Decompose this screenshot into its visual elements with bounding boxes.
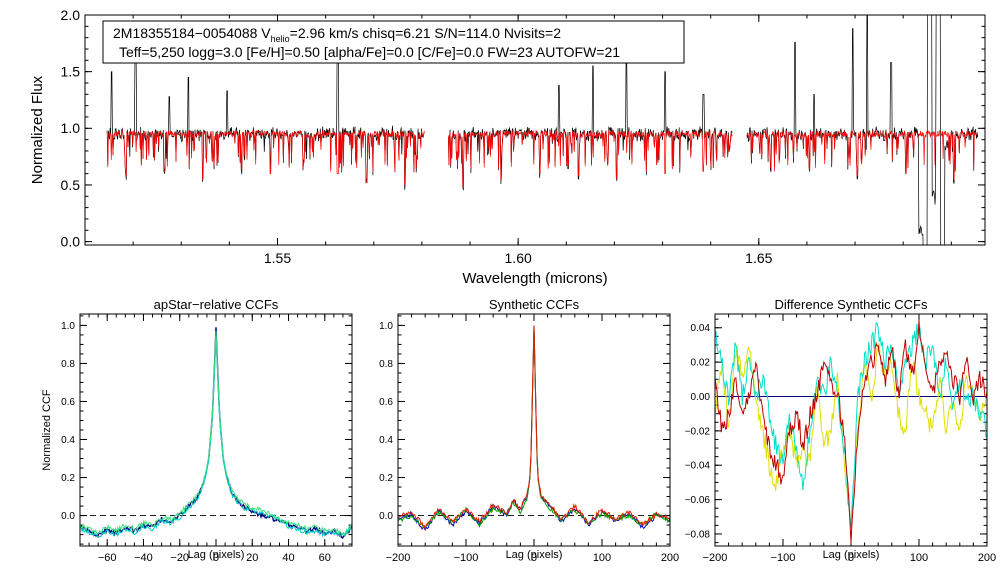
spectrum-lines xyxy=(106,15,979,245)
info-box: 2M18355184−0054088 Vhelio=2.96 km/s chis… xyxy=(102,20,685,64)
spectrum-panel: 1.55 1.60 1.65 0.0 0.5 1.0 1.5 2.0 Normalized F… xyxy=(29,7,986,287)
ccf-apstar-frame xyxy=(79,313,353,547)
ccf-difference-lines xyxy=(715,319,987,544)
ccf1-xtick-label: −200 xyxy=(386,552,411,564)
ccf-apstar-ticks: −60 −40 −20 0 20 40 60 0.0 0.2 0.4 0.6 0.8 1.0 xyxy=(61,314,353,564)
ccf-panel-apstar: −60 −40 −20 0 20 40 60 0.0 0.2 0.4 0.6 0.8 1.0 apSta… xyxy=(41,297,353,564)
ccf0-ytick-label: 0.4 xyxy=(61,435,75,446)
ccf2-xtick-label: −200 xyxy=(703,552,728,564)
ccf0-ytick-label: 1.0 xyxy=(61,321,75,332)
spectrum-ylabel: Normalized Flux xyxy=(29,75,46,184)
ccf1-ytick-label: 1.0 xyxy=(379,321,393,332)
ccf-synthetic-xlabel: Lag (pixels) xyxy=(506,549,563,561)
ccf-apstar-xlabel: Lag (pixels) xyxy=(188,549,245,561)
ccf-synthetic-frame xyxy=(397,313,671,547)
ccf0-xtick-label: −60 xyxy=(98,552,117,564)
spectrum-fit-line xyxy=(746,129,979,180)
ccf-difference-frame xyxy=(714,313,988,547)
spectrum-fit-line xyxy=(106,129,425,186)
info-velocity-subscript: helio xyxy=(271,34,290,44)
info-line-1: 2M18355184−0054088 Vhelio=2.96 km/s chis… xyxy=(113,25,561,44)
ccf-series-line xyxy=(80,327,352,539)
spectrum-observed-line xyxy=(106,50,425,190)
ccf1-ytick-label: 0.0 xyxy=(379,511,393,522)
ccf1-xtick-label: 200 xyxy=(661,552,679,564)
ccf-difference-ticks: −200 −100 0 100 200 −0.08 −0.06 −0.04 −0.02 0.00 0… xyxy=(685,314,996,564)
ccf2-ytick-label: 0.02 xyxy=(691,358,711,369)
ccf2-xtick-label: −100 xyxy=(771,552,796,564)
ccf2-xtick-label: 0 xyxy=(848,552,854,564)
ccf1-ytick-label: 0.4 xyxy=(379,435,393,446)
ccf0-xtick-label: 40 xyxy=(282,552,294,564)
ccf-synthetic-title: Synthetic CCFs xyxy=(489,297,580,312)
spectrum-xtick-label: 1.60 xyxy=(505,250,532,266)
ccf0-xtick-label: 20 xyxy=(246,552,258,564)
ccf0-ytick-label: 0.6 xyxy=(61,397,75,408)
ccf1-xtick-label: 100 xyxy=(593,552,611,564)
ccf-apstar-title: apStar−relative CCFs xyxy=(154,297,279,312)
ccf-difference-title: Difference Synthetic CCFs xyxy=(775,297,928,312)
ccf1-xtick-label: 0 xyxy=(531,552,537,564)
ccf2-ytick-label: −0.06 xyxy=(685,495,711,506)
ccf-synthetic-ticks: −200 −100 0 100 200 0.0 0.2 0.4 0.6 0.8 1.0 xyxy=(379,314,679,564)
info-fit-stats: =2.96 km/s chisq=6.21 S/N=114.0 Nvisits=… xyxy=(290,25,562,41)
spectrum-xtick-label: 1.65 xyxy=(745,250,772,266)
ccf1-xtick-label: −100 xyxy=(454,552,479,564)
ccf2-ytick-label: −0.02 xyxy=(685,426,711,437)
ccf2-ytick-label: −0.08 xyxy=(685,529,711,540)
spectrum-observed-line xyxy=(448,48,733,191)
spectrum-plot-frame xyxy=(84,14,986,246)
ccf-series-line xyxy=(80,332,352,538)
ccf-apstar-ylabel: Normalized CCF xyxy=(41,389,53,471)
ccf0-xtick-label: 0 xyxy=(213,552,219,564)
ccf-series-line xyxy=(715,322,987,528)
spectrum-fit-line xyxy=(448,129,733,188)
spectrum-xtick-label: 1.55 xyxy=(264,250,291,266)
ccf-panel-synthetic: −200 −100 0 100 200 0.0 0.2 0.4 0.6 0.8 1.0 Synthe… xyxy=(379,297,679,564)
ccf0-ytick-label: 0.0 xyxy=(61,511,75,522)
ccf0-xtick-label: −20 xyxy=(170,552,189,564)
ccf1-ytick-label: 0.2 xyxy=(379,473,393,484)
info-target-velocity: 2M18355184−0054088 V xyxy=(113,25,271,41)
ccf-synthetic-lines xyxy=(398,325,670,532)
ccf0-xtick-label: −40 xyxy=(134,552,153,564)
info-line-2: Teff=5,250 logg=3.0 [Fe/H]=0.50 [alpha/F… xyxy=(119,44,620,60)
spectrum-ytick-label: 0.5 xyxy=(61,177,81,193)
ccf-series-line xyxy=(715,319,987,544)
ccf1-ytick-label: 0.6 xyxy=(379,397,393,408)
ccf0-xtick-label: 60 xyxy=(319,552,331,564)
ccf-series-line xyxy=(80,331,352,537)
ccf0-ytick-label: 0.8 xyxy=(61,359,75,370)
ccf-series-line xyxy=(398,327,670,529)
ccf2-ytick-label: −0.04 xyxy=(685,461,711,472)
ccf-series-line xyxy=(398,325,670,532)
ccf-series-line xyxy=(715,343,987,527)
spectrum-ytick-label: 2.0 xyxy=(61,7,81,23)
ccf-apstar-lines xyxy=(80,327,352,539)
spectrum-ytick-label: 1.5 xyxy=(61,64,81,80)
ccf2-ytick-label: 0.04 xyxy=(691,323,711,334)
ccf2-ytick-label: 0.00 xyxy=(691,392,711,403)
spectrum-ytick-label: 0.0 xyxy=(61,234,81,250)
ccf-series-line xyxy=(398,325,670,531)
spectrum-ytick-label: 1.0 xyxy=(61,120,81,136)
ccf-panel-difference: −200 −100 0 100 200 −0.08 −0.06 −0.04 −0.02 0.00 0… xyxy=(685,297,996,564)
ccf2-xtick-label: 100 xyxy=(910,552,928,564)
info-box-frame xyxy=(102,20,685,64)
ccf-difference-xlabel: Lag (pixels) xyxy=(823,549,880,561)
ccf1-ytick-label: 0.8 xyxy=(379,359,393,370)
ccf0-ytick-label: 0.2 xyxy=(61,473,75,484)
ccf2-xtick-label: 200 xyxy=(978,552,996,564)
spectrum-xlabel: Wavelength (microns) xyxy=(462,270,607,287)
